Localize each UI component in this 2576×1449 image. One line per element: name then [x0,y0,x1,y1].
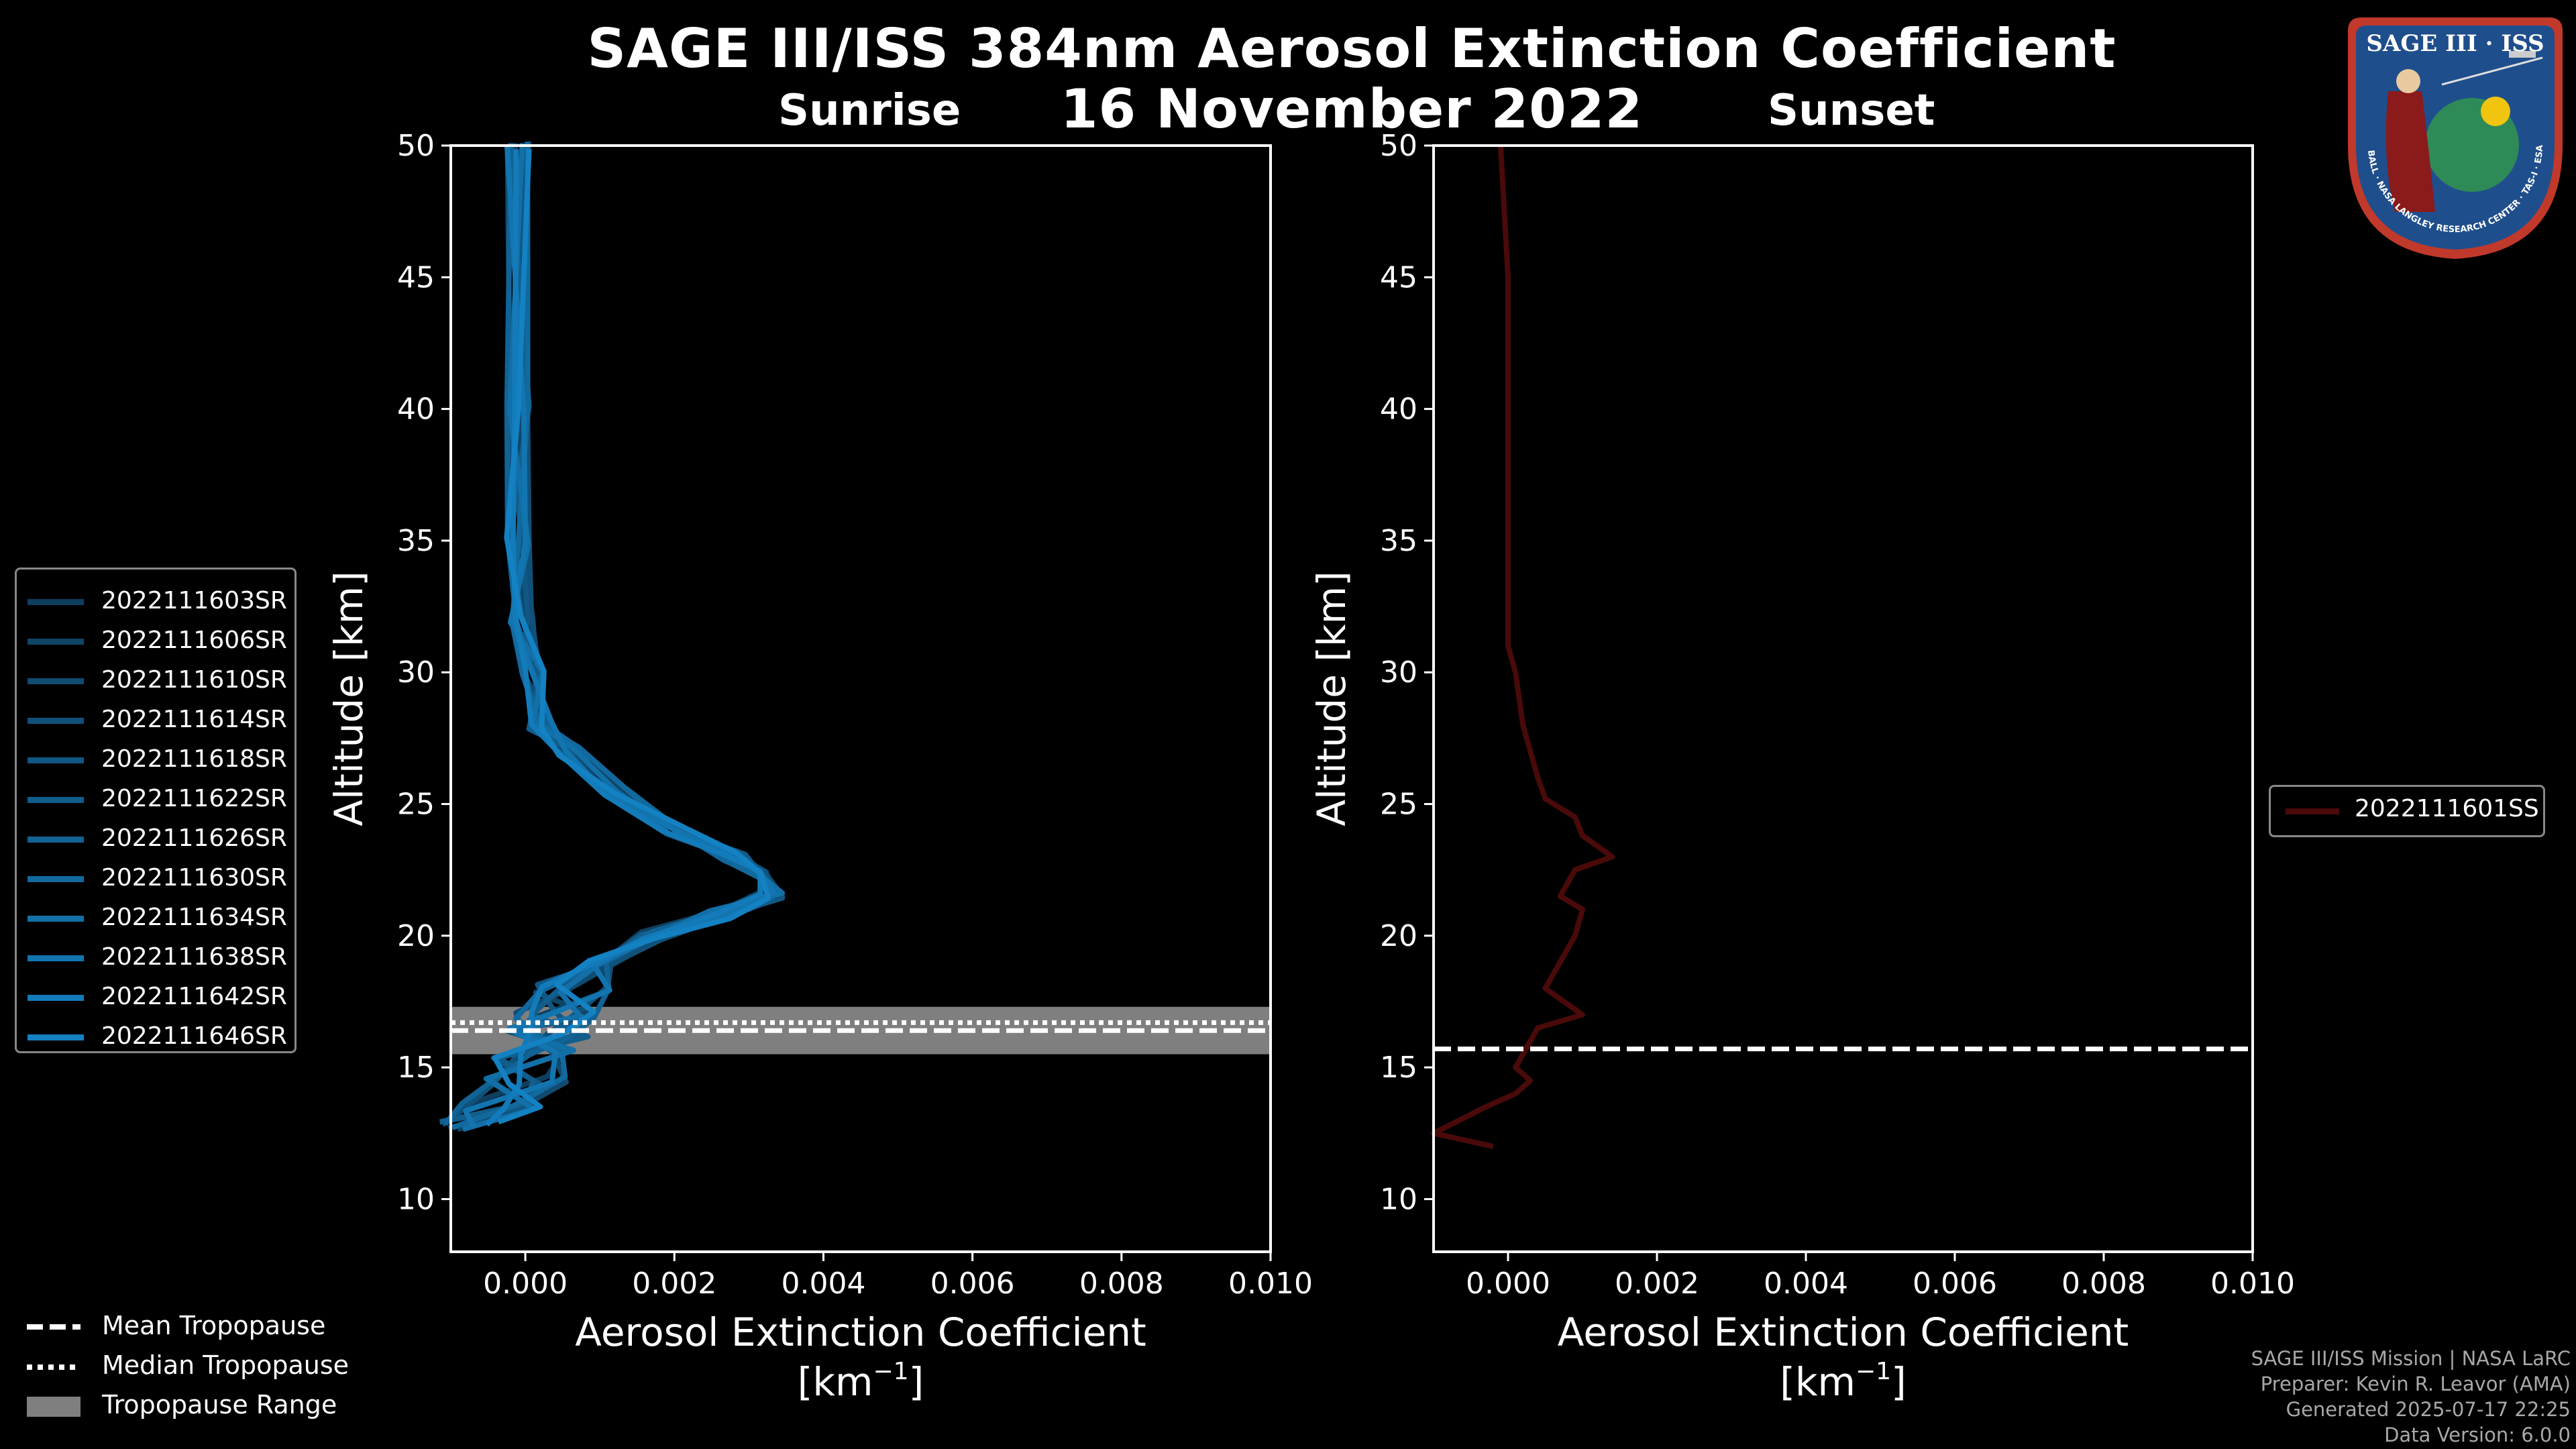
x-tick-label: 0.002 [1615,1267,1699,1301]
sunset-panel: 10 15 20 25 30 35 40 45 50 0.000 0.002 0.004 0.006 0.… [1309,129,2295,1405]
y-tick-label: 25 [397,788,435,822]
y-tick-label: 15 [397,1051,435,1085]
legend-swatch [2286,808,2339,814]
y-tick-label: 20 [397,919,435,953]
legend-swatch [28,797,84,803]
sunrise-legend: 2022111603SR 2022111606SR 2022111610SR 2022… [15,568,297,1053]
legend-label: 2022111630SR [101,864,287,892]
legend-swatch [28,757,84,763]
x-tick-label: 0.000 [483,1267,568,1301]
tropopause-legend-swatches [27,1324,80,1417]
legend-label: 2022111634SR [101,904,287,931]
legend-label: 2022111601SS [2355,795,2539,822]
y-tick-label: 35 [397,524,435,558]
legend-swatch [28,599,84,605]
y-tick-label: 50 [1380,129,1417,163]
x-tick-label: 0.006 [930,1267,1015,1301]
logo-figure-head [2396,69,2420,93]
legend-swatch [28,1034,84,1040]
logo-beam [2441,56,2543,86]
footer-preparer: Preparer: Kevin R. Leavor (AMA) [2260,1373,2571,1395]
y-tick-label: 40 [1380,392,1417,427]
x-axis-label: Aerosol Extinction Coefficient [575,1309,1146,1355]
y-tick-label: 35 [1380,524,1417,558]
sage-iii-iss-logo: SAGE III · ISS BALL · NASA LANGLEY RESEA… [2348,17,2563,259]
x-tick-label: 0.006 [1913,1267,1997,1301]
x-axis-unit: [km−1] [798,1358,924,1405]
legend-swatch [28,955,84,961]
legend-swatch [28,678,84,684]
legend-swatch [28,639,84,645]
y-axis-label: Altitude [km] [326,571,372,826]
logo-sun [2481,97,2510,126]
y-tick-label: 40 [397,392,435,427]
x-tick-label: 0.008 [2061,1267,2146,1301]
x-tick-label: 0.004 [1764,1267,1848,1301]
y-tick-label: 50 [397,129,435,163]
y-tick-label: 30 [397,655,435,690]
series-group [439,141,786,1132]
legend-label: 2022111622SR [101,785,287,812]
series-line-2022111606SR [456,143,775,1132]
legend-label: 2022111638SR [101,943,287,971]
x-tick-label: 0.002 [632,1267,716,1301]
series-line-2022111601SS [1431,145,1615,1149]
x-axis-label: Aerosol Extinction Coefficient [1558,1309,2129,1355]
legend-swatch [28,876,84,882]
chart-subtitle: 16 November 2022 [1060,78,1644,140]
x-tick-label: 0.008 [1079,1267,1164,1301]
axes-frame [449,144,1272,1253]
x-tick-label: 0.000 [1466,1267,1550,1301]
y-tick-label: 45 [397,260,435,294]
logo-title-text: SAGE III · ISS [2366,30,2544,57]
legend-swatch [28,995,84,1001]
y-tick-label: 30 [1380,655,1417,690]
legend-label: 2022111618SR [101,745,287,773]
legend-swatch [28,916,84,922]
legend-swatch [28,718,84,724]
panel-title-sunset: Sunset [1768,86,1935,136]
axes-frame [1432,144,2254,1253]
series-line-2022111642SR [484,149,763,1127]
legend-label: 2022111646SR [101,1022,287,1050]
y-axis-label: Altitude [km] [1309,571,1354,826]
y-tick-label: 25 [1380,788,1417,822]
legend-label: 2022111642SR [101,983,287,1010]
footer-generated: Generated 2025-07-17 22:25 [2286,1398,2571,1421]
median-tropopause-label: Median Tropopause [102,1350,349,1380]
tropopause-range-swatch [27,1397,80,1417]
x-axis-unit: [km−1] [1780,1358,1906,1405]
mean-tropopause-label: Mean Tropopause [102,1311,326,1340]
y-tick-label: 10 [1380,1182,1417,1216]
footer-mission: SAGE III/ISS Mission | NASA LaRC [2251,1347,2571,1370]
footer-version: Data Version: 6.0.0 [2384,1424,2571,1446]
legend-label: 2022111603SR [101,587,287,614]
y-tick-label: 10 [397,1182,435,1216]
tropopause-range-label: Tropopause Range [102,1390,337,1419]
y-tick-label: 20 [1380,919,1417,953]
legend-label: 2022111626SR [101,824,287,852]
chart-title: SAGE III/ISS 384nm Aerosol Extinction Co… [587,17,2116,80]
sunrise-panel: 10 15 20 25 30 35 40 45 50 0.000 0.002 0.004 0.006 0.… [326,129,1313,1405]
series-group [1431,145,1615,1149]
legend-swatch [28,837,84,843]
logo-figure-robe [2385,91,2435,212]
x-tick-label: 0.004 [781,1267,865,1301]
y-tick-label: 45 [1380,260,1417,294]
x-tick-label: 0.010 [2210,1267,2295,1301]
sunset-legend: 2022111601SS [2269,785,2545,837]
logo-station [2509,51,2536,58]
legend-label: 2022111614SR [101,706,287,733]
series-line-2022111646SR [492,149,771,1125]
x-tick-label: 0.010 [1228,1267,1313,1301]
series-line-2022111638SR [463,146,777,1130]
legend-label: 2022111606SR [101,627,287,654]
panel-title-sunrise: Sunrise [778,86,961,136]
y-tick-label: 15 [1380,1051,1417,1085]
tropopause-legend: Mean Tropopause Median Tropopause Tropop… [27,1311,376,1425]
legend-label: 2022111610SR [101,666,287,694]
